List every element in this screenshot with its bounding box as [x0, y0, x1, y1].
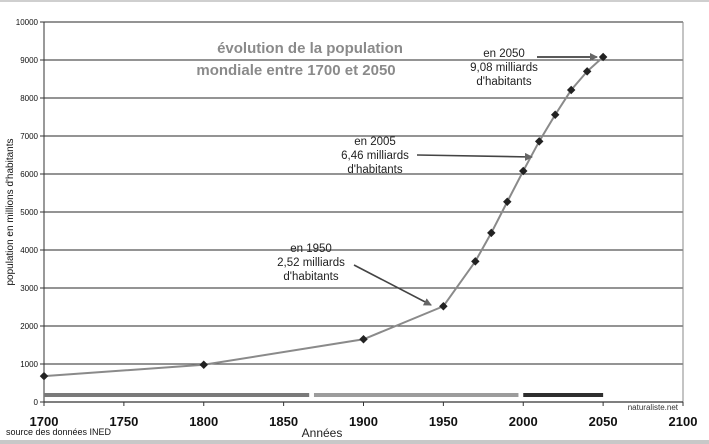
period-bars	[44, 393, 604, 397]
source-note: source des données INED	[6, 427, 112, 437]
y-tick-label: 3000	[20, 284, 38, 293]
annotation-arrow	[416, 152, 533, 161]
population-line	[43, 56, 604, 378]
y-axis-label: population en millions d'habitants	[5, 138, 16, 285]
top-border	[0, 0, 709, 2]
annotation-2050-line-3: d'habitants	[476, 76, 532, 88]
x-tick-label: 2000	[509, 414, 538, 429]
x-tick-label: 1900	[349, 414, 378, 429]
x-tick-label: 1850	[269, 414, 298, 429]
annotation-2005-line-3: d'habitants	[347, 164, 403, 176]
y-tick-label: 10000	[16, 18, 39, 27]
data-point-marker	[487, 228, 496, 238]
period-bar	[313, 393, 519, 397]
annotation-1950-line-3: d'habitants	[283, 271, 339, 283]
period-bar	[44, 393, 310, 397]
annotation-arrows	[353, 53, 598, 306]
y-axis-ticks: 0 1000 2000 3000 4000 5000 6000 7000 8000 9000 100…	[16, 18, 44, 407]
y-tick-label: 4000	[20, 246, 38, 255]
chart-title-line-1: évolution de la population	[217, 40, 403, 57]
y-tick-label: 7000	[20, 132, 38, 141]
y-tick-label: 0	[34, 398, 39, 407]
period-bar	[523, 393, 604, 397]
gridlines	[43, 21, 684, 403]
y-tick-label: 9000	[20, 56, 38, 65]
y-tick-label: 1000	[20, 360, 38, 369]
x-axis-ticks: 1700 1750 1800 1850 1900 1950 2000 2050 2100	[30, 402, 698, 429]
annotation-2050-line-2: 9,08 milliards	[470, 62, 538, 74]
data-point-marker	[534, 137, 544, 146]
data-point-marker	[503, 197, 512, 206]
annotation-arrow	[353, 264, 432, 306]
annotation-1950-line-1: en 1950	[290, 243, 332, 255]
x-axis-label: Années	[302, 426, 343, 440]
annotation-2005-line-2: 6,46 milliards	[341, 150, 409, 162]
x-tick-label: 1950	[429, 414, 458, 429]
y-tick-label: 6000	[20, 170, 38, 179]
y-tick-label: 2000	[20, 322, 38, 331]
x-tick-label: 1750	[109, 414, 138, 429]
credit-note: naturaliste.net	[628, 403, 679, 412]
data-point-marker	[199, 360, 208, 370]
data-point-marker	[359, 335, 368, 344]
bottom-border	[0, 440, 709, 444]
y-tick-label: 8000	[20, 94, 38, 103]
x-tick-label: 2100	[669, 414, 698, 429]
chart-title-line-2: mondiale entre 1700 et 2050	[196, 62, 395, 79]
y-tick-label: 5000	[20, 208, 38, 217]
annotation-2005-line-1: en 2005	[354, 136, 396, 148]
x-tick-label: 2050	[589, 414, 618, 429]
data-point-marker	[39, 371, 49, 381]
data-point-marker	[471, 257, 480, 266]
annotation-1950-line-2: 2,52 milliards	[277, 257, 345, 269]
x-tick-label: 1800	[189, 414, 218, 429]
data-series	[39, 52, 608, 381]
x-tick-label: 1700	[30, 414, 59, 429]
data-point-marker	[439, 301, 448, 311]
annotation-2050-line-1: en 2050	[483, 48, 525, 60]
